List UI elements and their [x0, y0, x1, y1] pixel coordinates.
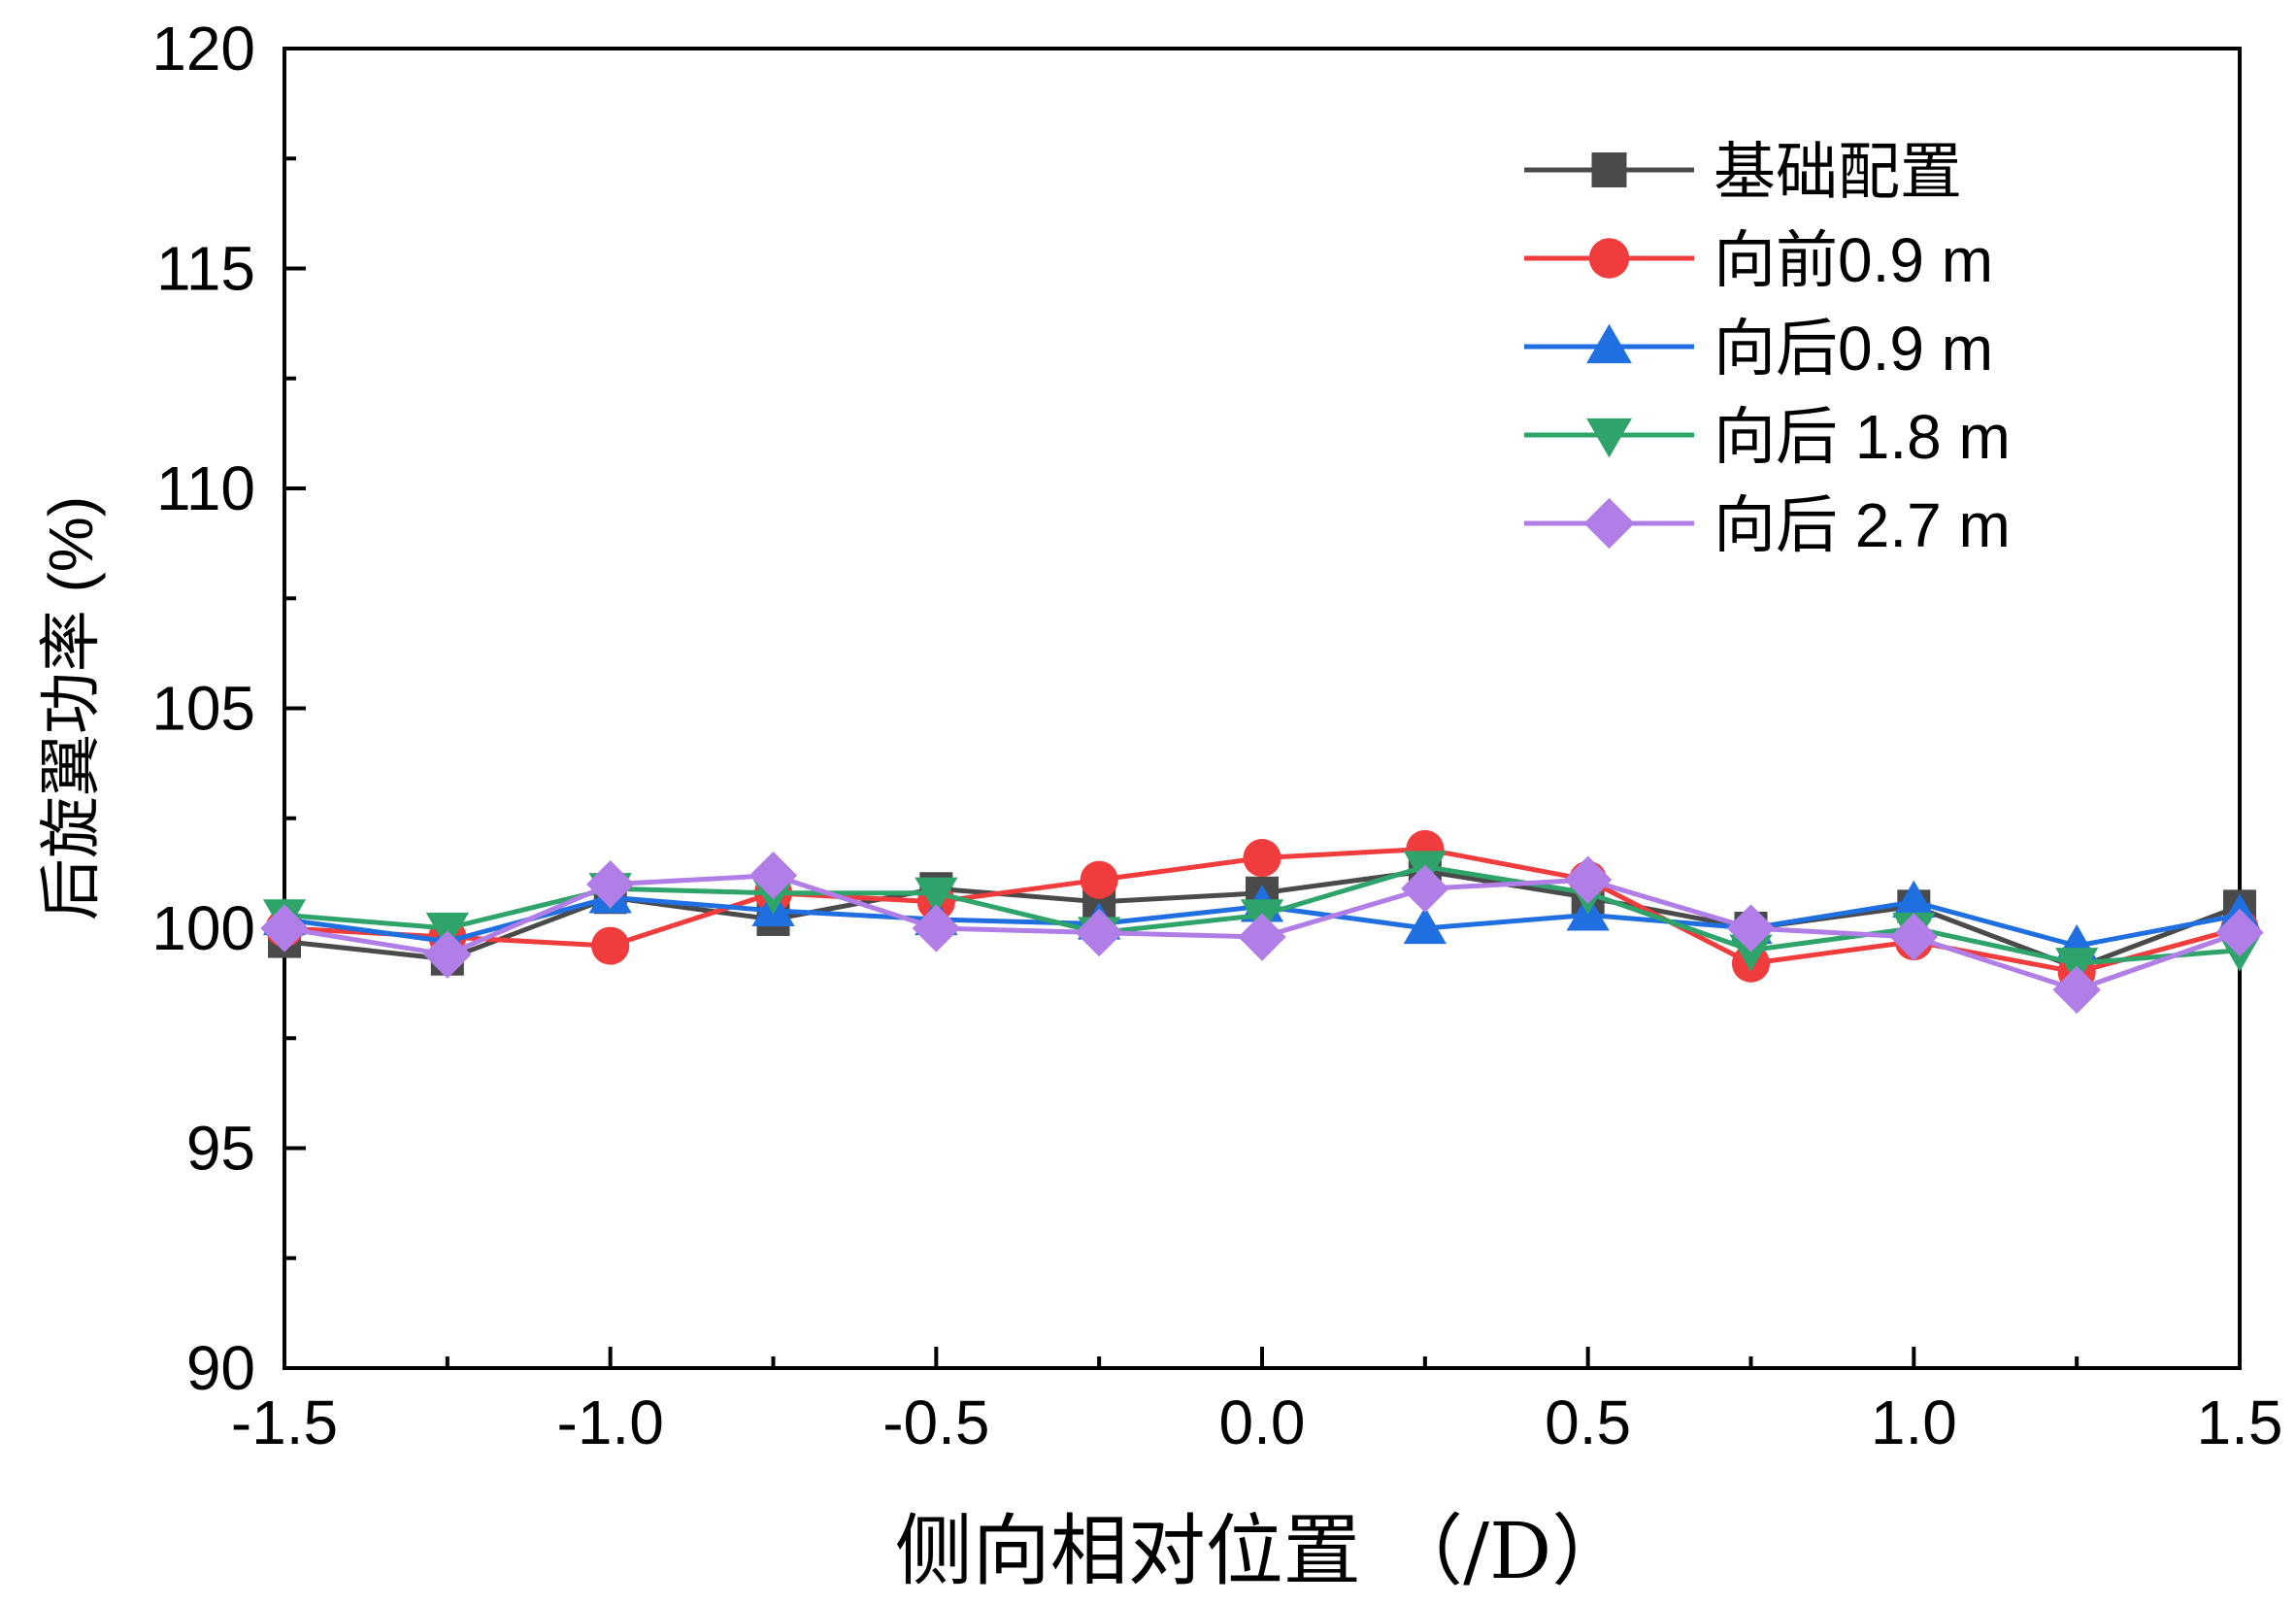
data-point [260, 904, 309, 953]
data-point [915, 877, 958, 915]
legend-marker [1586, 418, 1632, 458]
legend-label: 向后 1.8 m [1714, 402, 2011, 472]
data-point [1238, 913, 1286, 961]
data-point [1892, 880, 1936, 918]
data-point [1403, 906, 1447, 945]
y-tick-label: 100 [151, 893, 255, 963]
data-point [586, 860, 635, 909]
data-point [2215, 908, 2264, 957]
axes: 90 95 100 105 110 115 120 -1.5 -1.0 -0.5 0.0 0.5 1.0… [151, 14, 2282, 1457]
data-point [1243, 838, 1281, 878]
y-tick-label: 90 [186, 1333, 255, 1403]
x-tick-label: 1.5 [2197, 1388, 2283, 1457]
data-point [1564, 855, 1613, 904]
legend-marker [1591, 152, 1627, 187]
legend-marker [1588, 238, 1630, 279]
legend-label: 基础配置 [1714, 137, 1962, 207]
x-tick-label: 1.0 [1871, 1388, 1957, 1457]
data-point [2052, 965, 2101, 1015]
data-point [1729, 934, 1773, 972]
data-point [749, 851, 798, 900]
legend-label: 向后 2.7 m [1714, 490, 2011, 560]
legend-label: 向后0.9 m [1714, 314, 1993, 384]
data-point [1075, 908, 1123, 957]
legend-entry: 向前0.9 m [1524, 225, 1993, 295]
data-point [1080, 860, 1118, 899]
legend-marker [1586, 323, 1632, 364]
y-tick-label: 120 [151, 14, 255, 84]
data-point [1401, 864, 1449, 913]
legend-entry: 基础配置 [1524, 137, 1962, 207]
data-point [1889, 913, 1938, 961]
y-tick-label: 95 [186, 1114, 255, 1184]
series-lines [260, 829, 2264, 1015]
legend-entry: 向后0.9 m [1524, 314, 1993, 384]
y-tick-label: 115 [156, 234, 255, 304]
legend-entry: 向后 2.7 m [1524, 490, 2011, 560]
y-axis-label: 后旋翼功率 (%) [36, 496, 106, 920]
legend-entry: 向后 1.8 m [1524, 402, 2011, 472]
x-tick-label: -1.0 [557, 1388, 664, 1457]
data-point [591, 926, 630, 965]
x-tick-label: 0.5 [1545, 1388, 1631, 1457]
data-point [423, 930, 472, 979]
legend-marker [1583, 497, 1635, 550]
legend-label: 向前0.9 m [1714, 225, 1993, 295]
x-tick-label: 0.0 [1219, 1388, 1306, 1457]
data-point [912, 904, 960, 953]
x-axis-label: 侧向相对位置 （/D） [895, 1506, 1630, 1596]
data-point [1726, 904, 1776, 953]
x-tick-label: -1.5 [231, 1388, 338, 1457]
y-tick-label: 105 [151, 674, 255, 744]
y-tick-label: 110 [156, 453, 255, 523]
x-tick-label: -0.5 [882, 1388, 989, 1457]
series-5 [260, 851, 2264, 1015]
